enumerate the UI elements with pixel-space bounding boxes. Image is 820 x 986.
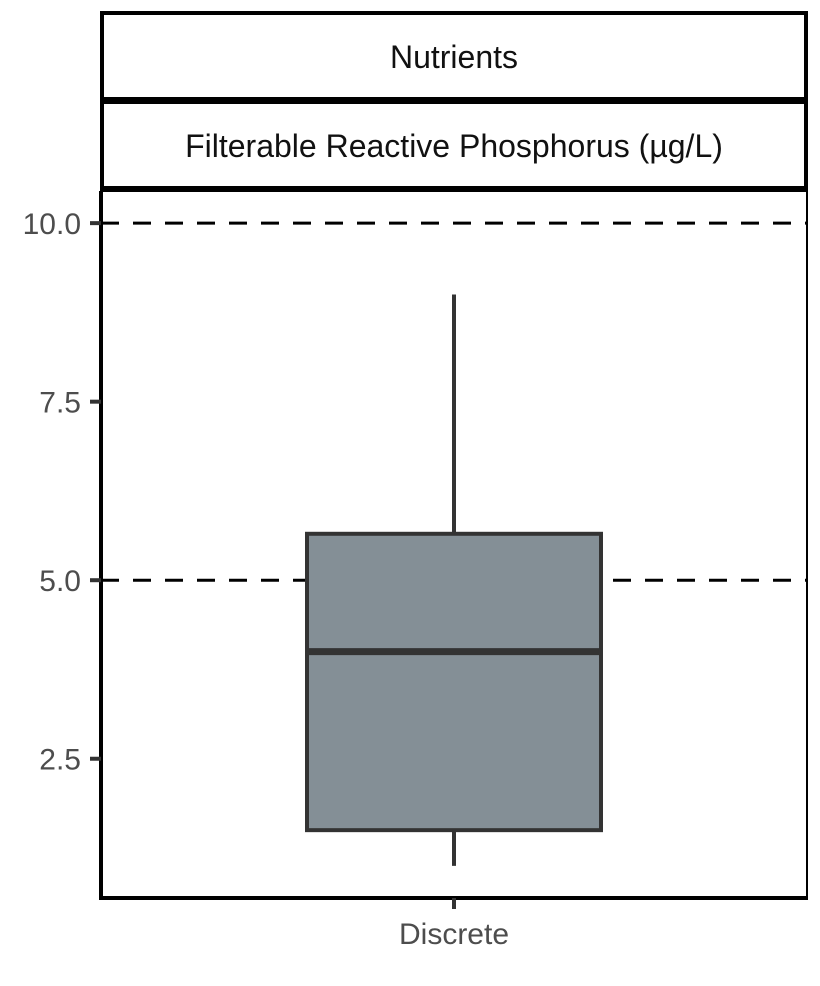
facet-strip-top	[100, 11, 808, 101]
facet-strip-top-label: Nutrients	[390, 39, 518, 75]
box-iqr	[305, 531, 603, 833]
y-tick-label: 2.5	[39, 744, 81, 777]
facet-strip-bottom	[100, 100, 808, 190]
x-tick-label: Discrete	[399, 918, 509, 951]
y-tick-label: 5.0	[39, 565, 81, 598]
facet-strip-bottom-label: Filterable Reactive Phosphorus (µg/L)	[185, 128, 723, 164]
y-tick-label: 10.0	[23, 208, 81, 241]
y-tick-label: 7.5	[39, 387, 81, 420]
